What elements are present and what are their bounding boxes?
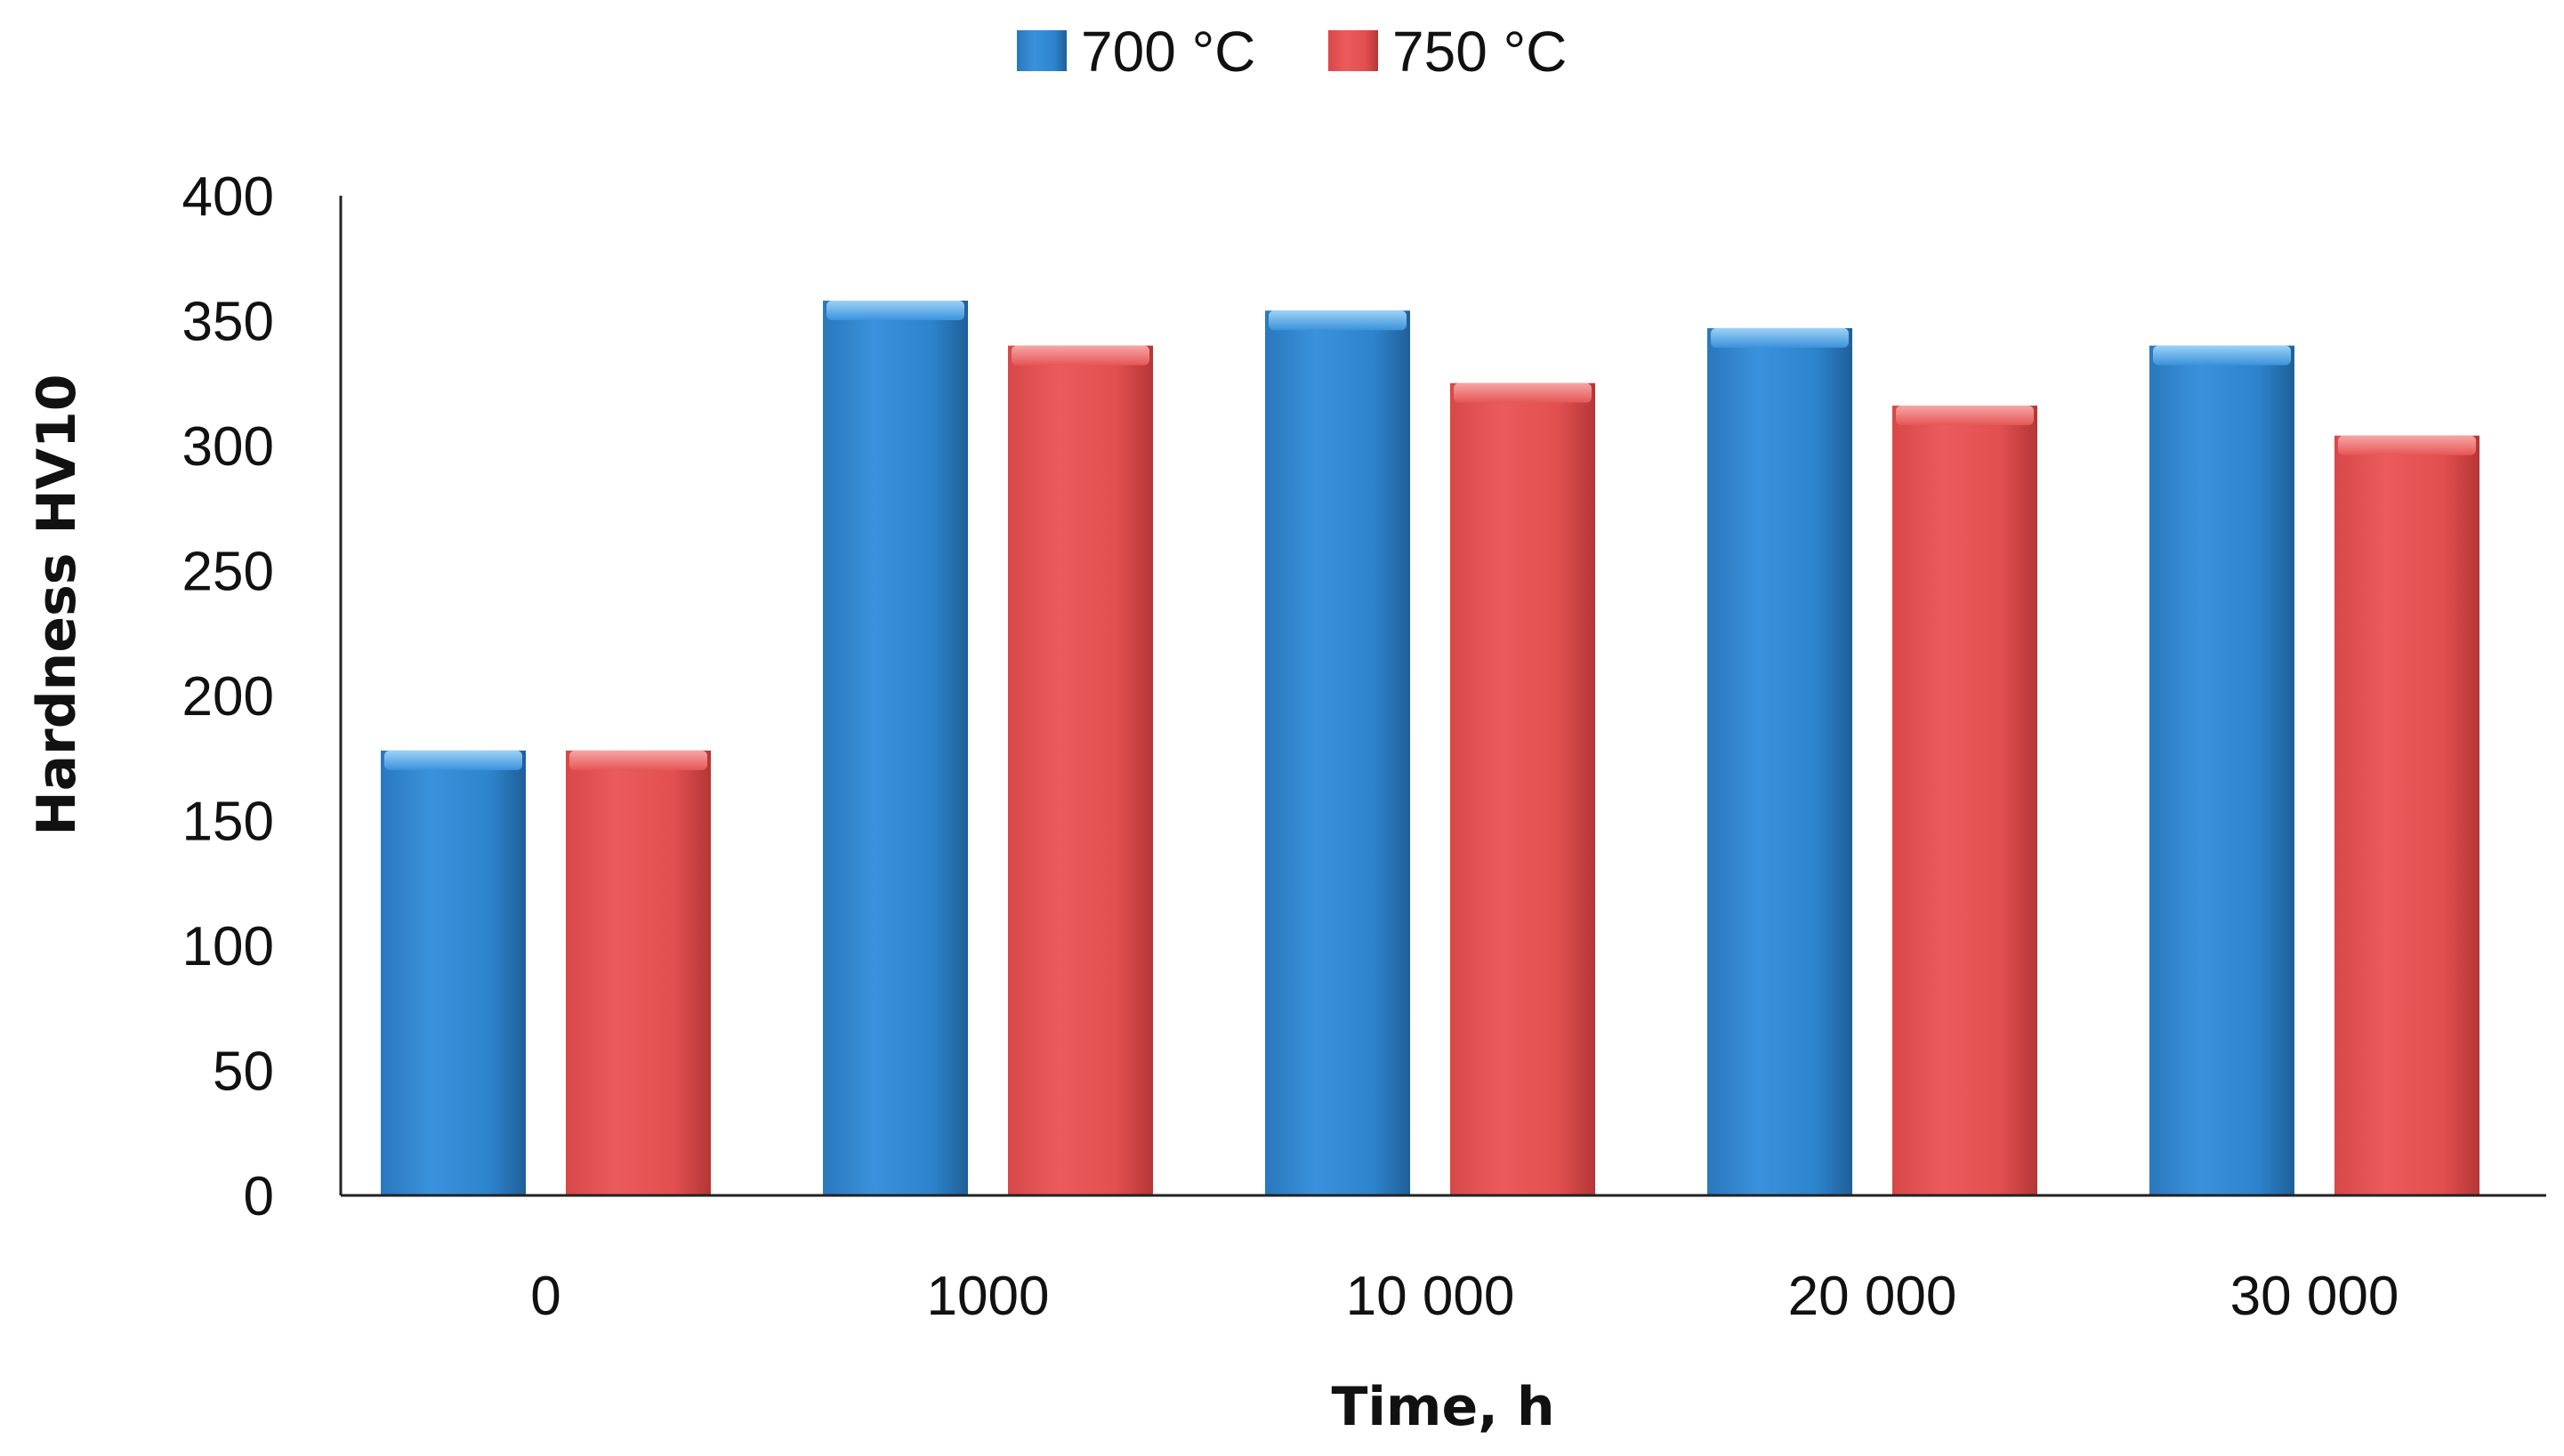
x-tick-label: 0 — [530, 1266, 560, 1327]
y-tick-label: 100 — [182, 916, 274, 977]
legend: 700 °C 750 °C — [1017, 20, 1567, 84]
legend-swatch-750 — [1328, 30, 1378, 71]
x-tick-label: 30 000 — [2230, 1266, 2399, 1327]
y-tick-label: 250 — [182, 542, 274, 603]
y-tick-label: 0 — [244, 1166, 274, 1227]
bar-700-0 — [381, 750, 526, 1195]
x-tick-label: 10 000 — [1346, 1266, 1515, 1327]
bar-cap-700-2 — [1269, 310, 1407, 331]
bar-cap-700-4 — [2153, 345, 2291, 366]
bar-cap-750-4 — [2338, 435, 2476, 455]
legend-label-750: 750 °C — [1392, 20, 1567, 84]
bar-cap-750-3 — [1896, 406, 2034, 426]
bar-750-0 — [566, 750, 711, 1195]
y-tick-label: 350 — [182, 292, 274, 353]
bar-cap-750-0 — [569, 750, 707, 770]
y-tick-label: 300 — [182, 416, 274, 478]
y-tick-label: 400 — [182, 166, 274, 228]
bar-cap-750-2 — [1454, 382, 1592, 403]
y-axis-title: Hardness HV10 — [26, 374, 88, 835]
bar-cap-700-0 — [384, 750, 522, 770]
x-axis-ticks: 0 1000 10 000 20 000 30 000 — [530, 1266, 2399, 1327]
bar-cap-750-1 — [1012, 345, 1149, 366]
y-tick-label: 200 — [182, 666, 274, 728]
x-tick-label: 20 000 — [1788, 1266, 1957, 1327]
y-tick-label: 150 — [182, 792, 274, 853]
bar-750-1 — [1008, 345, 1153, 1196]
y-tick-label: 50 — [213, 1042, 274, 1103]
bar-750-4 — [2334, 435, 2479, 1195]
bars — [381, 301, 2479, 1196]
legend-label-700: 700 °C — [1081, 20, 1255, 84]
bar-700-1 — [823, 301, 968, 1195]
bar-750-2 — [1450, 382, 1595, 1195]
x-tick-label: 1000 — [927, 1266, 1050, 1327]
bar-700-3 — [1707, 327, 1852, 1195]
legend-swatch-700 — [1017, 30, 1067, 71]
bar-cap-700-3 — [1711, 327, 1849, 348]
x-axis-title: Time, h — [1331, 1376, 1554, 1438]
bar-cap-700-1 — [826, 301, 964, 321]
bar-700-4 — [2149, 345, 2294, 1196]
bar-750-3 — [1892, 406, 2037, 1195]
y-axis-ticks: 0 50 100 150 200 250 300 350 400 — [182, 166, 274, 1227]
bar-700-2 — [1265, 310, 1410, 1195]
